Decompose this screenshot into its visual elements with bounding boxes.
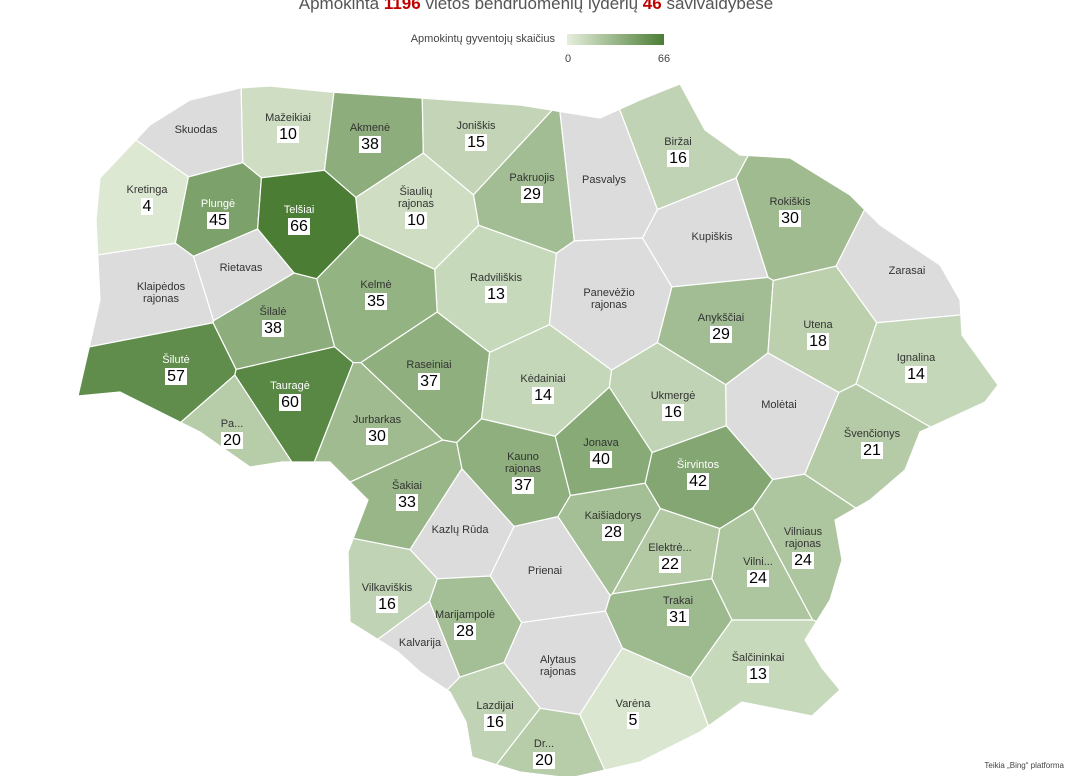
title-text: vietos bendruomenių lyderių	[425, 0, 639, 13]
region	[446, 661, 541, 766]
region	[855, 314, 999, 428]
region	[495, 707, 606, 776]
footer: Teikia „Bing“ platforma	[984, 761, 1064, 770]
legend-gradient	[567, 34, 664, 45]
region	[240, 85, 335, 179]
legend-max: 66	[657, 53, 671, 65]
title: Apmokinta 1196 vietos bendruomenių lyder…	[0, 0, 1072, 14]
legend-title: Apmokintų gyventojų skaičius	[410, 33, 555, 45]
region	[179, 374, 307, 484]
title-text: savivaldybėse	[666, 0, 774, 13]
title-text: Apmokinta	[298, 0, 380, 13]
legend-min: 0	[564, 53, 572, 65]
trained-count: 1196	[383, 0, 421, 13]
municipality-count: 46	[642, 0, 662, 13]
